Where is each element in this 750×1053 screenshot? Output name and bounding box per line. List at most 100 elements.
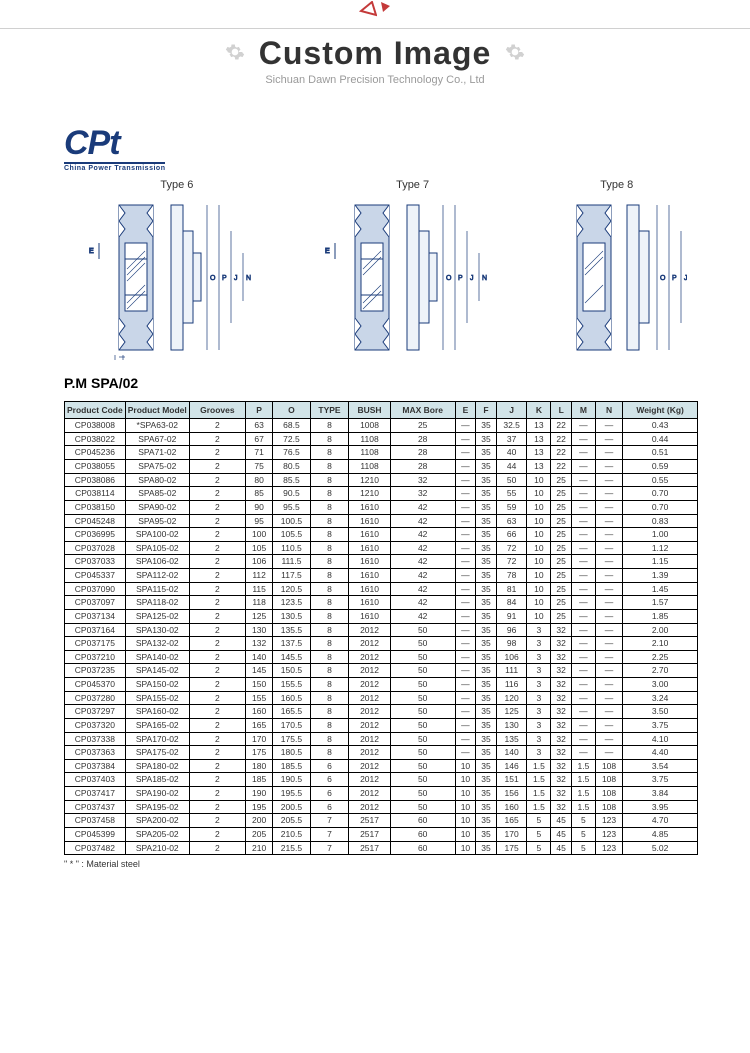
table-cell: 0.51: [623, 446, 698, 460]
table-cell: 80.5: [273, 460, 310, 474]
table-cell: 6: [310, 800, 349, 814]
table-cell: 35: [476, 732, 497, 746]
table-cell: 42: [390, 528, 455, 542]
table-cell: 2: [189, 841, 245, 855]
table-cell: 2: [189, 487, 245, 501]
table-cell: 35: [476, 609, 497, 623]
table-cell: 3: [527, 637, 551, 651]
table-cell: 111.5: [273, 555, 310, 569]
table-cell: 50: [390, 732, 455, 746]
table-cell: 1.5: [527, 787, 551, 801]
table-cell: 151: [496, 773, 527, 787]
table-cell: 3: [527, 718, 551, 732]
table-header-cell: Grooves: [189, 401, 245, 419]
table-cell: 110.5: [273, 541, 310, 555]
table-cell: 76.5: [273, 446, 310, 460]
table-cell: —: [595, 746, 622, 760]
table-cell: SPA112-02: [125, 569, 189, 583]
table-cell: 44: [496, 460, 527, 474]
table-cell: SPA125-02: [125, 609, 189, 623]
table-cell: 67: [245, 432, 272, 446]
table-cell: —: [455, 746, 476, 760]
table-cell: 32: [551, 705, 572, 719]
table-cell: —: [571, 650, 595, 664]
table-cell: 6: [310, 759, 349, 773]
table-cell: —: [571, 460, 595, 474]
table-cell: —: [571, 623, 595, 637]
table-header-cell: P: [245, 401, 272, 419]
table-cell: 32: [390, 487, 455, 501]
table-cell: 2: [189, 664, 245, 678]
table-cell: —: [595, 514, 622, 528]
table-cell: 4.40: [623, 746, 698, 760]
table-cell: SPA140-02: [125, 650, 189, 664]
table-cell: 106: [245, 555, 272, 569]
table-cell: 35: [476, 623, 497, 637]
diagram-type6: Type 6: [64, 179, 290, 363]
table-cell: 3: [527, 650, 551, 664]
table-cell: SPA160-02: [125, 705, 189, 719]
table-cell: 13: [527, 419, 551, 433]
table-cell: 7: [310, 841, 349, 855]
table-row: CP036995SPA100-022100105.58161042—356610…: [65, 528, 698, 542]
table-cell: 2: [189, 419, 245, 433]
table-cell: 71: [245, 446, 272, 460]
table-cell: —: [595, 528, 622, 542]
table-cell: 35: [476, 664, 497, 678]
table-cell: 10: [527, 473, 551, 487]
table-cell: CP038022: [65, 432, 126, 446]
table-row: CP038086SPA80-0228085.58121032—35501025—…: [65, 473, 698, 487]
table-cell: CP038055: [65, 460, 126, 474]
table-cell: 10: [455, 773, 476, 787]
table-cell: 180.5: [273, 746, 310, 760]
svg-text:P: P: [222, 275, 227, 282]
svg-text:P: P: [458, 275, 463, 282]
table-cell: —: [571, 718, 595, 732]
table-cell: 45: [551, 841, 572, 855]
table-cell: 10: [455, 814, 476, 828]
table-cell: 3.84: [623, 787, 698, 801]
table-row: CP037320SPA165-022165170.58201250—351303…: [65, 718, 698, 732]
table-cell: 1.5: [527, 800, 551, 814]
table-cell: 3: [527, 664, 551, 678]
table-cell: 3: [527, 691, 551, 705]
table-cell: 25: [390, 419, 455, 433]
table-cell: 42: [390, 582, 455, 596]
table-row: CP037403SPA185-022185190.562012501035151…: [65, 773, 698, 787]
table-cell: 90.5: [273, 487, 310, 501]
table-cell: SPA200-02: [125, 814, 189, 828]
table-cell: 111: [496, 664, 527, 678]
table-cell: 145.5: [273, 650, 310, 664]
table-cell: 8: [310, 650, 349, 664]
table-cell: 35: [476, 419, 497, 433]
table-cell: 1210: [349, 487, 390, 501]
table-cell: 1.39: [623, 569, 698, 583]
table-cell: 8: [310, 541, 349, 555]
table-cell: 1610: [349, 541, 390, 555]
table-cell: 72.5: [273, 432, 310, 446]
table-cell: SPA145-02: [125, 664, 189, 678]
table-cell: —: [595, 569, 622, 583]
table-cell: 190: [245, 787, 272, 801]
table-cell: 13: [527, 460, 551, 474]
table-cell: 0.59: [623, 460, 698, 474]
table-cell: 1108: [349, 446, 390, 460]
table-cell: —: [595, 664, 622, 678]
table-cell: 28: [390, 432, 455, 446]
table-cell: 1.5: [571, 773, 595, 787]
table-row: CP045370SPA150-022150155.58201250—351163…: [65, 678, 698, 692]
table-cell: 68.5: [273, 419, 310, 433]
table-row: CP037384SPA180-022180185.562012501035146…: [65, 759, 698, 773]
table-cell: 123.5: [273, 596, 310, 610]
table-cell: SPA170-02: [125, 732, 189, 746]
table-cell: 155.5: [273, 678, 310, 692]
table-cell: 2: [189, 718, 245, 732]
table-cell: 200: [245, 814, 272, 828]
table-cell: 1610: [349, 528, 390, 542]
table-cell: 35: [476, 814, 497, 828]
table-cell: 1.5: [571, 800, 595, 814]
table-cell: —: [455, 678, 476, 692]
table-cell: 35: [476, 582, 497, 596]
table-cell: 175: [496, 841, 527, 855]
table-cell: 100.5: [273, 514, 310, 528]
